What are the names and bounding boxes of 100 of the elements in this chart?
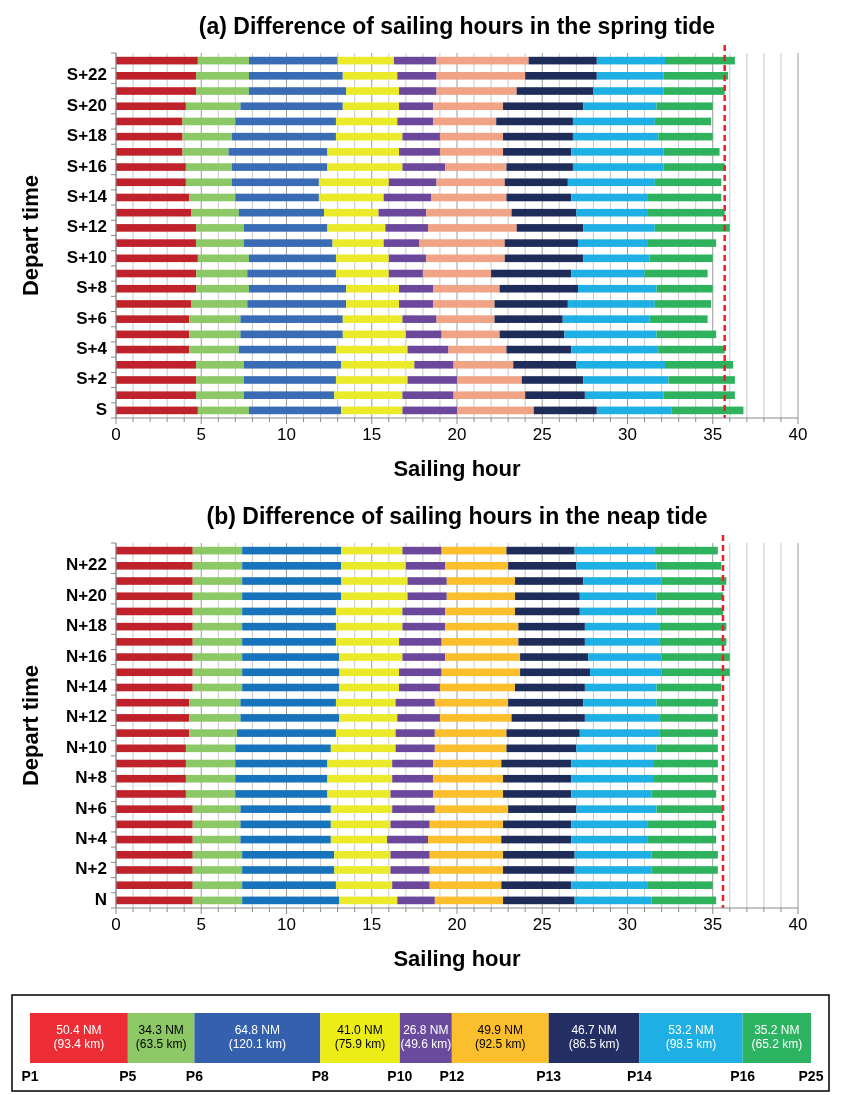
x-tick-label: 30 xyxy=(618,915,637,934)
bar xyxy=(243,376,336,384)
bar xyxy=(116,698,190,707)
bar xyxy=(584,683,657,692)
bar xyxy=(518,622,585,631)
bar xyxy=(116,102,186,111)
bar xyxy=(116,193,190,202)
bar xyxy=(576,805,657,813)
bar xyxy=(116,653,193,661)
bar xyxy=(593,87,664,95)
bar xyxy=(508,805,577,813)
bar xyxy=(491,269,572,278)
bar xyxy=(419,239,505,247)
bar xyxy=(339,653,403,661)
x-axis-title: Sailing hour xyxy=(393,946,521,971)
bar xyxy=(658,132,713,141)
bar xyxy=(116,744,186,753)
bar xyxy=(656,592,723,601)
bar xyxy=(656,102,713,111)
x-tick-label: 10 xyxy=(277,915,296,934)
bar xyxy=(116,866,193,874)
bar xyxy=(654,546,718,555)
bar xyxy=(334,391,403,399)
bar xyxy=(116,835,193,844)
bar xyxy=(514,592,580,601)
bar xyxy=(335,376,408,384)
bar xyxy=(429,881,502,889)
y-tick-label: N+6 xyxy=(75,798,107,818)
bar xyxy=(663,72,729,80)
bar xyxy=(653,774,718,783)
bar xyxy=(583,577,662,585)
bar xyxy=(503,148,572,156)
bar xyxy=(335,132,403,141)
bar xyxy=(185,163,232,171)
text: P14 xyxy=(626,1068,653,1084)
bar xyxy=(564,330,657,339)
bar xyxy=(583,102,657,111)
bar xyxy=(436,178,505,187)
bar xyxy=(583,254,650,263)
text: P25 xyxy=(798,1068,824,1084)
bar xyxy=(243,360,342,369)
bar xyxy=(571,269,645,278)
bar xyxy=(248,406,342,415)
bar xyxy=(402,163,446,171)
bar xyxy=(503,896,575,905)
bar xyxy=(457,376,522,384)
bar xyxy=(436,72,526,80)
bar xyxy=(248,87,347,95)
bar xyxy=(399,668,442,677)
bar xyxy=(503,820,572,829)
bar xyxy=(192,546,243,555)
bar xyxy=(242,607,336,616)
bar xyxy=(392,881,430,889)
y-tick-label: N+18 xyxy=(65,616,107,636)
bar xyxy=(656,805,723,813)
bar xyxy=(663,148,720,156)
bar xyxy=(332,239,384,247)
bar xyxy=(30,1013,128,1063)
bar xyxy=(399,683,440,692)
bar xyxy=(503,790,572,798)
bar xyxy=(318,193,384,202)
bar xyxy=(399,284,434,293)
bar xyxy=(511,208,577,217)
x-tick-label: 35 xyxy=(703,425,723,444)
bar xyxy=(235,759,328,768)
data-label: 49.9 NM (92.5 km) xyxy=(474,1023,526,1052)
bar xyxy=(116,208,192,217)
bar xyxy=(448,345,507,354)
bar xyxy=(341,546,403,555)
y-tick-label: N+12 xyxy=(65,707,107,727)
bar xyxy=(116,592,193,601)
bar xyxy=(659,714,718,722)
bar xyxy=(668,376,735,384)
bar xyxy=(647,239,717,247)
bar xyxy=(189,315,241,323)
bar xyxy=(525,391,585,399)
bar xyxy=(571,835,648,844)
bar xyxy=(663,391,735,399)
y-tick-label: N+4 xyxy=(75,829,108,849)
x-tick-label: 40 xyxy=(788,915,808,934)
bar xyxy=(116,896,193,905)
bar xyxy=(439,132,504,141)
bar xyxy=(231,132,336,141)
bar xyxy=(327,790,391,798)
bar xyxy=(588,653,662,661)
bar xyxy=(335,622,403,631)
bar xyxy=(243,239,333,247)
bar xyxy=(116,72,197,80)
bar xyxy=(656,562,722,570)
bar xyxy=(247,300,347,308)
bar xyxy=(242,546,342,555)
bar xyxy=(185,178,232,187)
bar xyxy=(196,269,248,278)
bar xyxy=(248,284,347,293)
y-tick-label: S+20 xyxy=(66,95,107,115)
bar xyxy=(453,360,514,369)
bar xyxy=(192,577,243,585)
bar xyxy=(116,254,198,263)
bar xyxy=(388,254,427,263)
bar xyxy=(528,56,597,65)
